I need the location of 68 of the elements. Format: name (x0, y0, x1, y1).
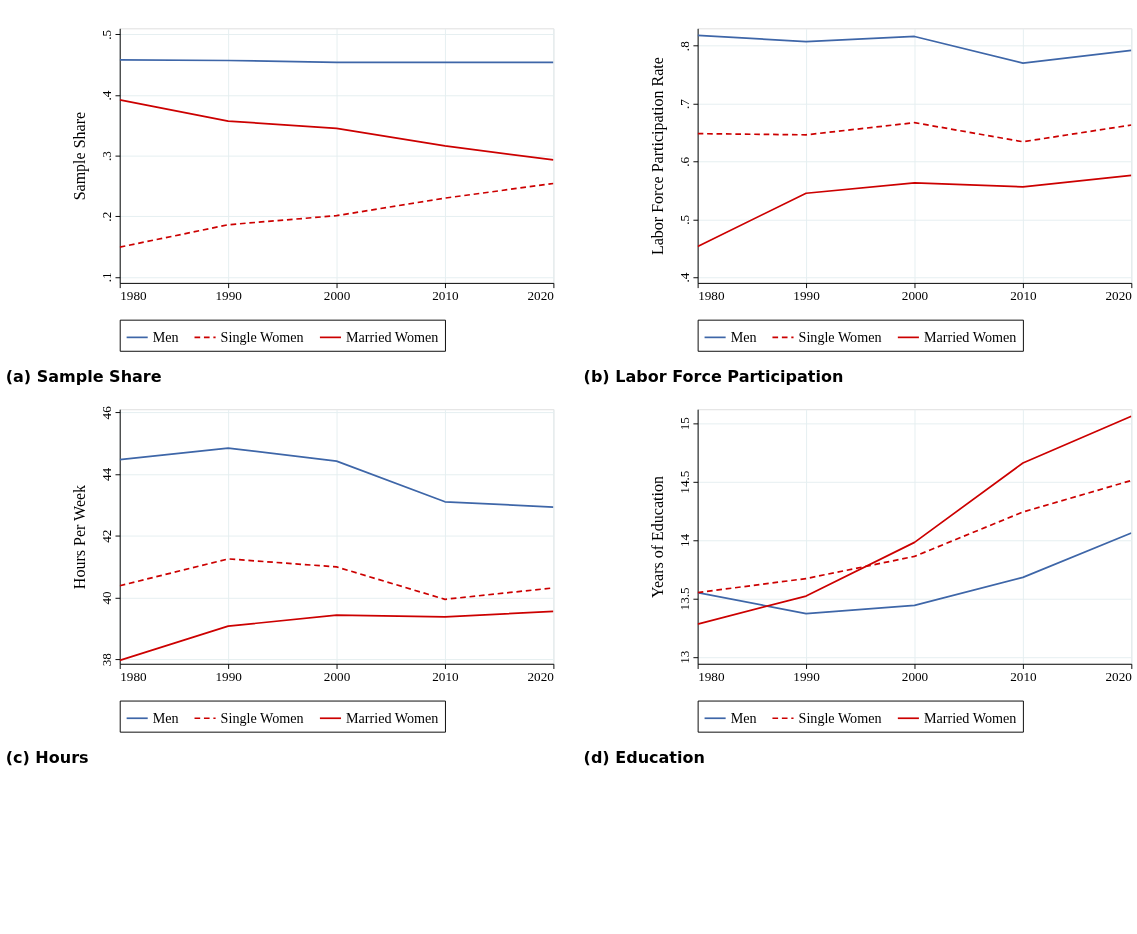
x-tick-label: 1980 (120, 669, 147, 685)
y-tick-label: .3 (98, 150, 114, 162)
line-series (119, 182, 554, 249)
x-tick-label: 1990 (215, 669, 243, 685)
line-series (119, 99, 554, 161)
line-series (697, 415, 1132, 625)
x-tick-label: 1980 (120, 288, 147, 304)
y-tick-label: .5 (98, 29, 114, 40)
line-series (697, 121, 1132, 143)
y-tick-label: 44 (98, 467, 114, 482)
x-tick-label: 1990 (793, 669, 821, 685)
x-tick-label: 1980 (698, 669, 725, 685)
x-tick-label: 2000 (323, 288, 351, 304)
y-tick-label: 13 (676, 650, 692, 664)
y-tick-label: .4 (98, 90, 114, 101)
legend-label: Men (730, 329, 757, 346)
text: (b) Labor Force Participation (583, 367, 844, 387)
x-tick-label: 2010 (1010, 669, 1037, 685)
y-tick-label: .6 (676, 156, 692, 167)
legend-label: Married Women (346, 329, 439, 346)
text: (c) Hours (5, 748, 89, 768)
legend-label: Single Women (220, 329, 304, 346)
x-tick-label: 2010 (432, 669, 460, 685)
x-tick-label: 2020 (1105, 288, 1133, 304)
line-series (697, 174, 1132, 248)
y-axis-title: Years of Education (649, 475, 667, 599)
legend-label: Single Women (798, 709, 882, 726)
x-tick-label: 2020 (1105, 669, 1133, 685)
y-tick-label: 40 (98, 590, 114, 605)
legend-label: Men (152, 329, 179, 346)
y-tick-label: 42 (98, 529, 114, 543)
legend-label: Men (152, 709, 179, 726)
line-series (119, 447, 554, 508)
x-tick-label: 2000 (323, 669, 351, 685)
x-tick-label: 2020 (527, 288, 555, 304)
y-tick-label: .8 (676, 40, 692, 52)
y-tick-label: 14 (676, 533, 692, 548)
y-axis-title: Hours Per Week (71, 483, 89, 590)
y-tick-label: 13.5 (676, 586, 692, 611)
legend-label: Single Women (798, 329, 882, 346)
y-axis-title: Labor Force Participation Rate (649, 57, 668, 256)
x-tick-label: 2000 (901, 669, 929, 685)
y-tick-label: 15 (676, 416, 692, 431)
legend-label: Men (730, 709, 757, 726)
line-series (697, 532, 1132, 615)
y-axis-title: Sample Share (71, 111, 90, 201)
x-tick-label: 2010 (1010, 288, 1037, 304)
y-tick-label: .4 (676, 272, 692, 283)
y-tick-label: .1 (98, 272, 114, 283)
legend-label: Married Women (923, 709, 1017, 726)
legend-label: Single Women (220, 709, 304, 726)
x-tick-label: 2000 (901, 288, 929, 304)
y-tick-label: .2 (98, 211, 114, 222)
text: (a) Sample Share (5, 367, 162, 387)
x-tick-label: 1990 (793, 288, 821, 304)
x-tick-label: 1980 (698, 288, 725, 304)
y-tick-label: 38 (98, 652, 114, 667)
y-tick-label: 46 (98, 405, 114, 420)
line-series (697, 34, 1132, 64)
legend-label: Married Women (923, 329, 1017, 346)
y-tick-label: .5 (676, 214, 692, 225)
text: (d) Education (583, 748, 705, 768)
y-tick-label: .7 (676, 98, 692, 109)
x-tick-label: 2010 (432, 288, 460, 304)
x-tick-label: 2020 (527, 669, 555, 685)
legend-label: Married Women (346, 709, 439, 726)
x-tick-label: 1990 (215, 288, 243, 304)
y-tick-label: 14.5 (676, 470, 692, 494)
